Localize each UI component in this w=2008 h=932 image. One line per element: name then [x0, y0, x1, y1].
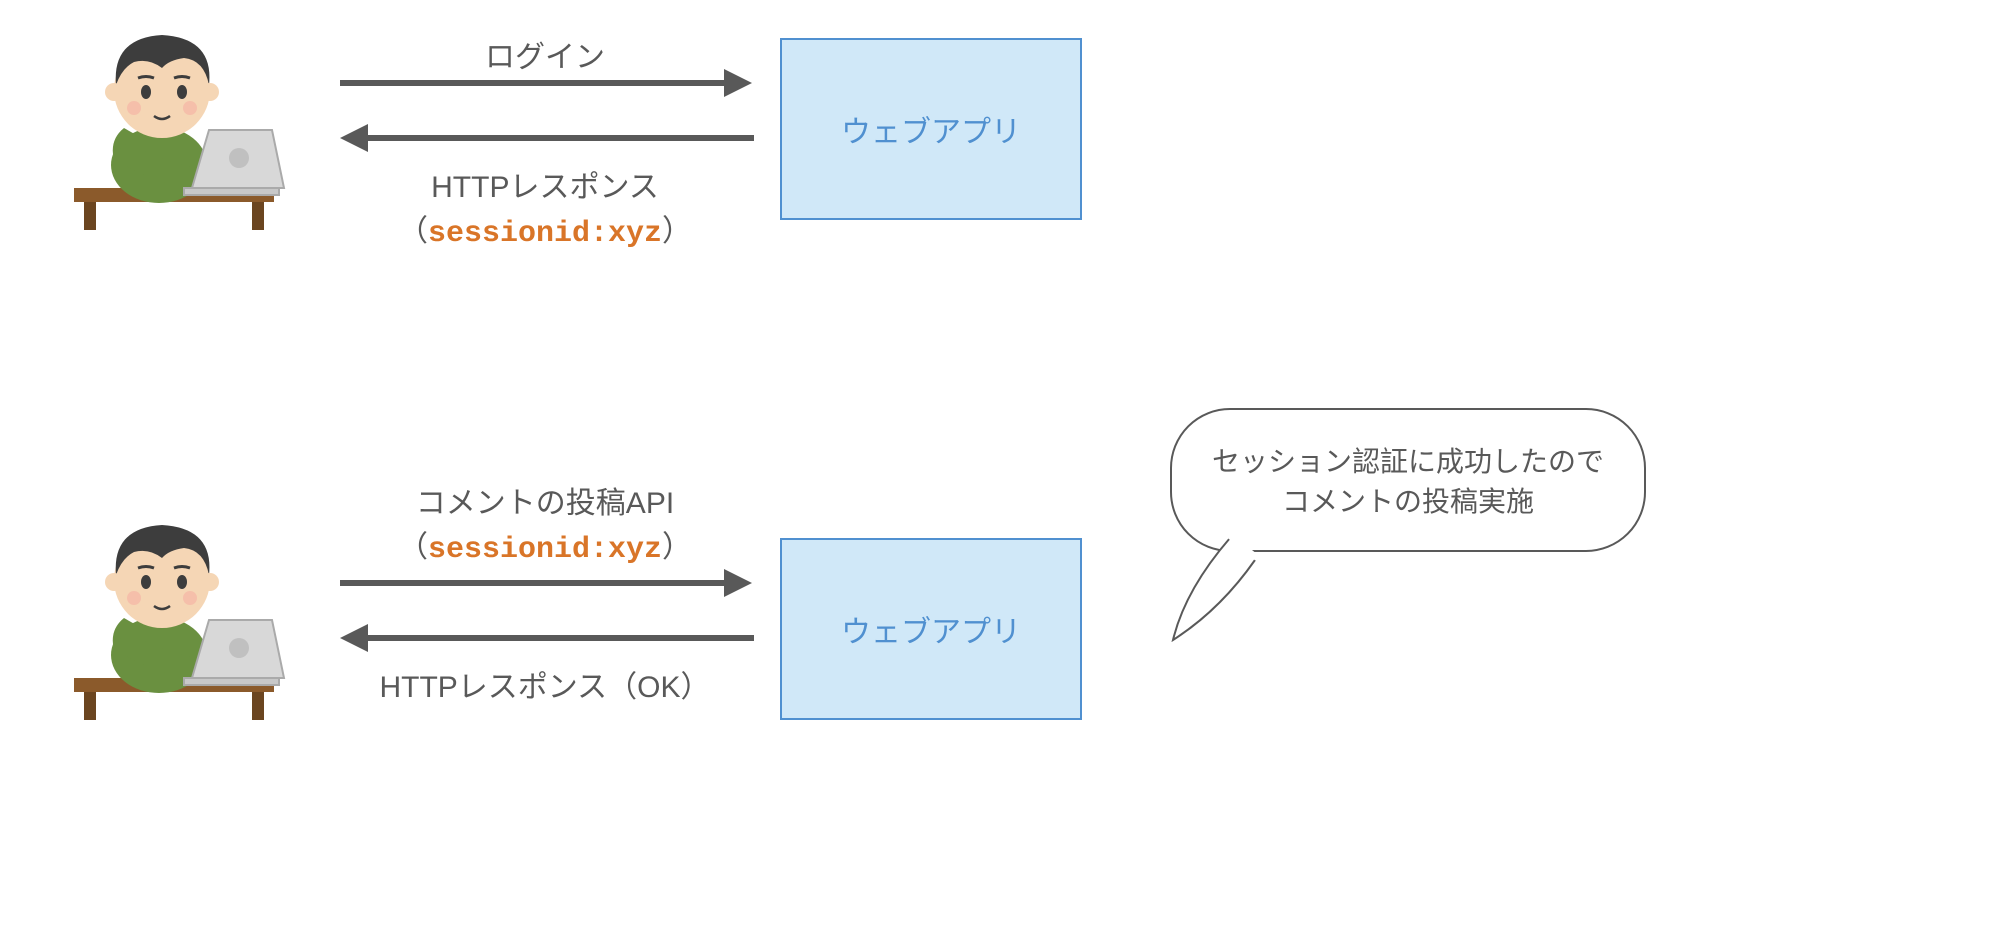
speech-bubble-tail: [1165, 530, 1265, 650]
arrow4-head: [340, 624, 368, 652]
webapp-box-2: ウェブアプリ: [780, 538, 1082, 720]
arrow4-label: HTTPレスポンス（OK）: [340, 662, 750, 706]
arrow2-label: HTTPレスポンス （sessionid:xyz）: [340, 162, 750, 251]
session-code-2: sessionid:xyz: [428, 533, 662, 567]
bubble-line2: コメントの投稿実施: [1282, 486, 1534, 517]
arrow2-label-line1: HTTPレスポンス: [431, 171, 659, 204]
bubble-line1: セッション認証に成功したので: [1212, 446, 1604, 477]
paren-open-2: （: [398, 531, 428, 564]
arrow3-line: [340, 580, 728, 586]
arrow4-line: [366, 635, 754, 641]
arrow2-head: [340, 124, 368, 152]
arrow1-head: [724, 69, 752, 97]
webapp-box-1: ウェブアプリ: [780, 38, 1082, 220]
user-figure-2: [54, 500, 294, 720]
arrow3-head: [724, 569, 752, 597]
arrow3-label-line1: コメントの投稿API: [416, 487, 674, 520]
session-code-1: sessionid:xyz: [428, 217, 662, 251]
paren-close-2: ）: [662, 531, 692, 564]
arrow2-line: [366, 135, 754, 141]
arrow1-label: ログイン: [340, 32, 750, 76]
user-figure-1: [54, 10, 294, 230]
paren-open: （: [398, 215, 428, 248]
webapp-box-2-label: ウェブアプリ: [841, 607, 1021, 651]
webapp-box-1-label: ウェブアプリ: [841, 107, 1021, 151]
arrow3-label: コメントの投稿API （sessionid:xyz）: [340, 478, 750, 567]
arrow1-line: [340, 80, 728, 86]
paren-close: ）: [662, 215, 692, 248]
